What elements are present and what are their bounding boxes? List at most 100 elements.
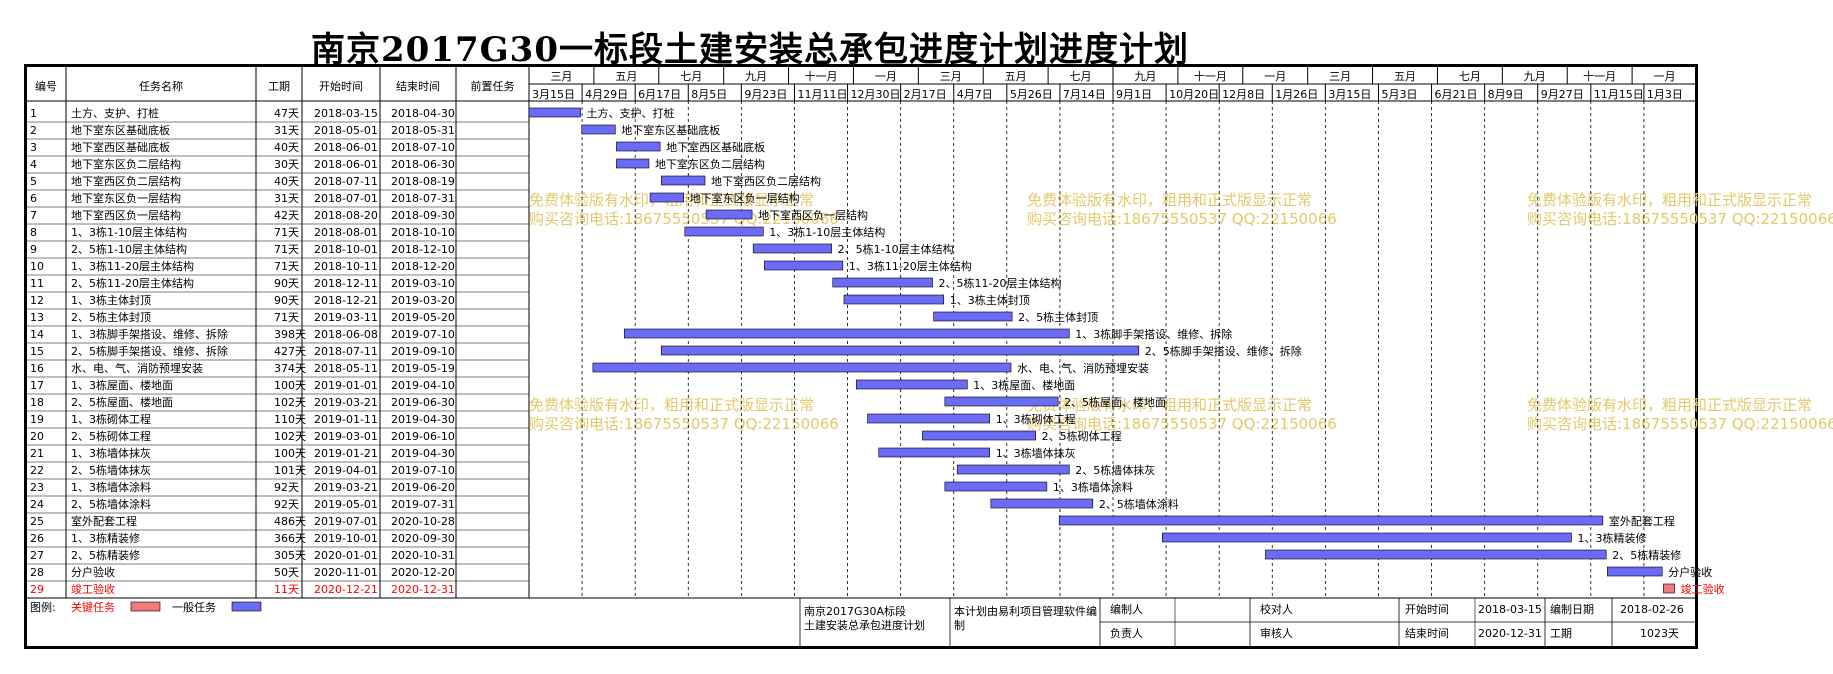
date-label: 9月23日 bbox=[744, 88, 787, 101]
task-bar bbox=[1265, 549, 1607, 560]
task-start: 2020-11-01 bbox=[314, 566, 378, 579]
task-id: 24 bbox=[30, 498, 44, 511]
task-id: 12 bbox=[30, 294, 44, 307]
watermark-line-2: 购买咨询电话:18675550537 QQ:22150066 bbox=[1527, 415, 1833, 433]
task-start: 2019-01-21 bbox=[314, 447, 378, 460]
task-id: 19 bbox=[30, 413, 44, 426]
task-bar bbox=[616, 158, 650, 169]
task-duration: 11天 bbox=[274, 583, 299, 596]
date-label: 5月3日 bbox=[1381, 88, 1417, 101]
task-id: 2 bbox=[30, 124, 37, 137]
task-start: 2018-12-21 bbox=[314, 294, 378, 307]
period-label: 工期 bbox=[1550, 627, 1572, 640]
bar-label: 1、3栋墙体抹灰 bbox=[996, 446, 1076, 460]
task-name: 分户验收 bbox=[71, 565, 115, 579]
task-bar bbox=[1162, 532, 1572, 543]
task-duration: 40天 bbox=[274, 141, 299, 154]
task-id: 28 bbox=[30, 566, 44, 579]
task-start: 2019-03-21 bbox=[314, 396, 378, 409]
task-end: 2019-04-10 bbox=[391, 379, 455, 392]
watermark-line-1: 免费体验版有水印，粗用和正式版显示正常 bbox=[1527, 396, 1812, 414]
auditor-label: 审核人 bbox=[1260, 626, 1293, 640]
task-end: 2020-10-28 bbox=[391, 515, 455, 528]
task-duration: 47天 bbox=[274, 107, 299, 120]
task-name: 1、3栋脚手架搭设、维修、拆除 bbox=[71, 327, 228, 341]
task-end: 2019-05-19 bbox=[391, 362, 455, 375]
bar-label: 1、3栋砌体工程 bbox=[996, 412, 1076, 426]
task-duration: 92天 bbox=[274, 481, 299, 494]
task-id: 11 bbox=[30, 277, 44, 290]
month-label: 九月 bbox=[745, 70, 767, 83]
task-name: 1、3栋墙体抹灰 bbox=[71, 446, 151, 460]
task-bar bbox=[592, 362, 1012, 373]
date-label: 12月8日 bbox=[1222, 88, 1265, 101]
month-label: 一月 bbox=[1654, 70, 1676, 83]
task-duration: 71天 bbox=[274, 226, 299, 239]
task-start: 2018-05-11 bbox=[314, 362, 378, 375]
task-bar bbox=[944, 481, 1048, 492]
editor-label: 编制人 bbox=[1110, 602, 1143, 616]
task-duration: 100天 bbox=[274, 379, 306, 392]
task-name: 地下室东区基础底板 bbox=[71, 123, 170, 137]
footer-software-note: 本计划由易利项目管理软件编 bbox=[954, 604, 1097, 618]
task-start: 2019-07-01 bbox=[314, 515, 378, 528]
task-duration: 366天 bbox=[274, 532, 306, 545]
task-end: 2018-04-30 bbox=[391, 107, 455, 120]
bar-label: 2、5栋屋面、楼地面 bbox=[1064, 395, 1166, 409]
column-header: 结束时间 bbox=[396, 80, 440, 93]
watermark-line-2: 购买咨询电话:18675550537 QQ:22150066 bbox=[1027, 210, 1337, 228]
date-label: 8月5日 bbox=[691, 88, 727, 101]
date-label: 9月27日 bbox=[1541, 88, 1584, 101]
task-start: 2019-03-11 bbox=[314, 311, 378, 324]
task-end: 2020-10-31 bbox=[391, 549, 455, 562]
task-name: 2、5栋脚手架搭设、维修、拆除 bbox=[71, 344, 228, 358]
task-duration: 71天 bbox=[274, 260, 299, 273]
task-start: 2019-05-01 bbox=[314, 498, 378, 511]
task-duration: 71天 bbox=[274, 311, 299, 324]
task-start: 2018-06-01 bbox=[314, 158, 378, 171]
month-label: 七月 bbox=[1070, 70, 1092, 83]
task-end: 2018-05-31 bbox=[391, 124, 455, 137]
task-bar bbox=[616, 141, 661, 152]
legend-normal-swatch bbox=[231, 601, 262, 612]
date-label: 2月17日 bbox=[904, 88, 947, 101]
task-bar bbox=[944, 396, 1059, 407]
task-bar bbox=[1058, 515, 1604, 526]
task-id: 5 bbox=[30, 175, 37, 188]
month-label: 一月 bbox=[1264, 70, 1286, 83]
task-duration: 102天 bbox=[274, 396, 306, 409]
month-label: 一月 bbox=[875, 70, 897, 83]
task-duration: 398天 bbox=[274, 328, 306, 341]
task-id: 3 bbox=[30, 141, 37, 154]
task-name: 2、5栋精装修 bbox=[71, 548, 140, 562]
task-start: 2018-07-01 bbox=[314, 192, 378, 205]
month-label: 五月 bbox=[1005, 70, 1027, 83]
bar-label: 1、3栋11-20层主体结构 bbox=[849, 259, 972, 273]
task-id: 1 bbox=[30, 107, 37, 120]
task-end: 2018-12-10 bbox=[391, 243, 455, 256]
date-label: 4月7日 bbox=[957, 88, 993, 101]
task-start: 2019-04-01 bbox=[314, 464, 378, 477]
task-bar bbox=[764, 260, 844, 271]
task-end: 2019-03-10 bbox=[391, 277, 455, 290]
task-duration: 374天 bbox=[274, 362, 306, 375]
watermark-line-1: 免费体验版有水印，粗用和正式版显示正常 bbox=[1027, 396, 1312, 414]
task-name: 2、5栋屋面、楼地面 bbox=[71, 395, 173, 409]
task-bar bbox=[990, 498, 1094, 509]
task-start: 2018-06-08 bbox=[314, 328, 378, 341]
task-duration: 31天 bbox=[274, 124, 299, 137]
month-label: 十一月 bbox=[1583, 69, 1616, 83]
end-label: 结束时间 bbox=[1405, 627, 1449, 640]
task-start: 2018-05-01 bbox=[314, 124, 378, 137]
date-label: 11月11日 bbox=[797, 88, 847, 101]
bar-label: 地下室东区负一层结构 bbox=[690, 191, 800, 205]
bar-label: 2、5栋精装修 bbox=[1612, 548, 1681, 562]
task-start: 2019-01-11 bbox=[314, 413, 378, 426]
task-end: 2018-07-31 bbox=[391, 192, 455, 205]
month-label: 七月 bbox=[1459, 70, 1481, 83]
bar-label: 2、5栋砌体工程 bbox=[1042, 429, 1122, 443]
task-end: 2018-06-30 bbox=[391, 158, 455, 171]
task-bar bbox=[843, 294, 945, 305]
task-name: 2、5栋砌体工程 bbox=[71, 429, 151, 443]
